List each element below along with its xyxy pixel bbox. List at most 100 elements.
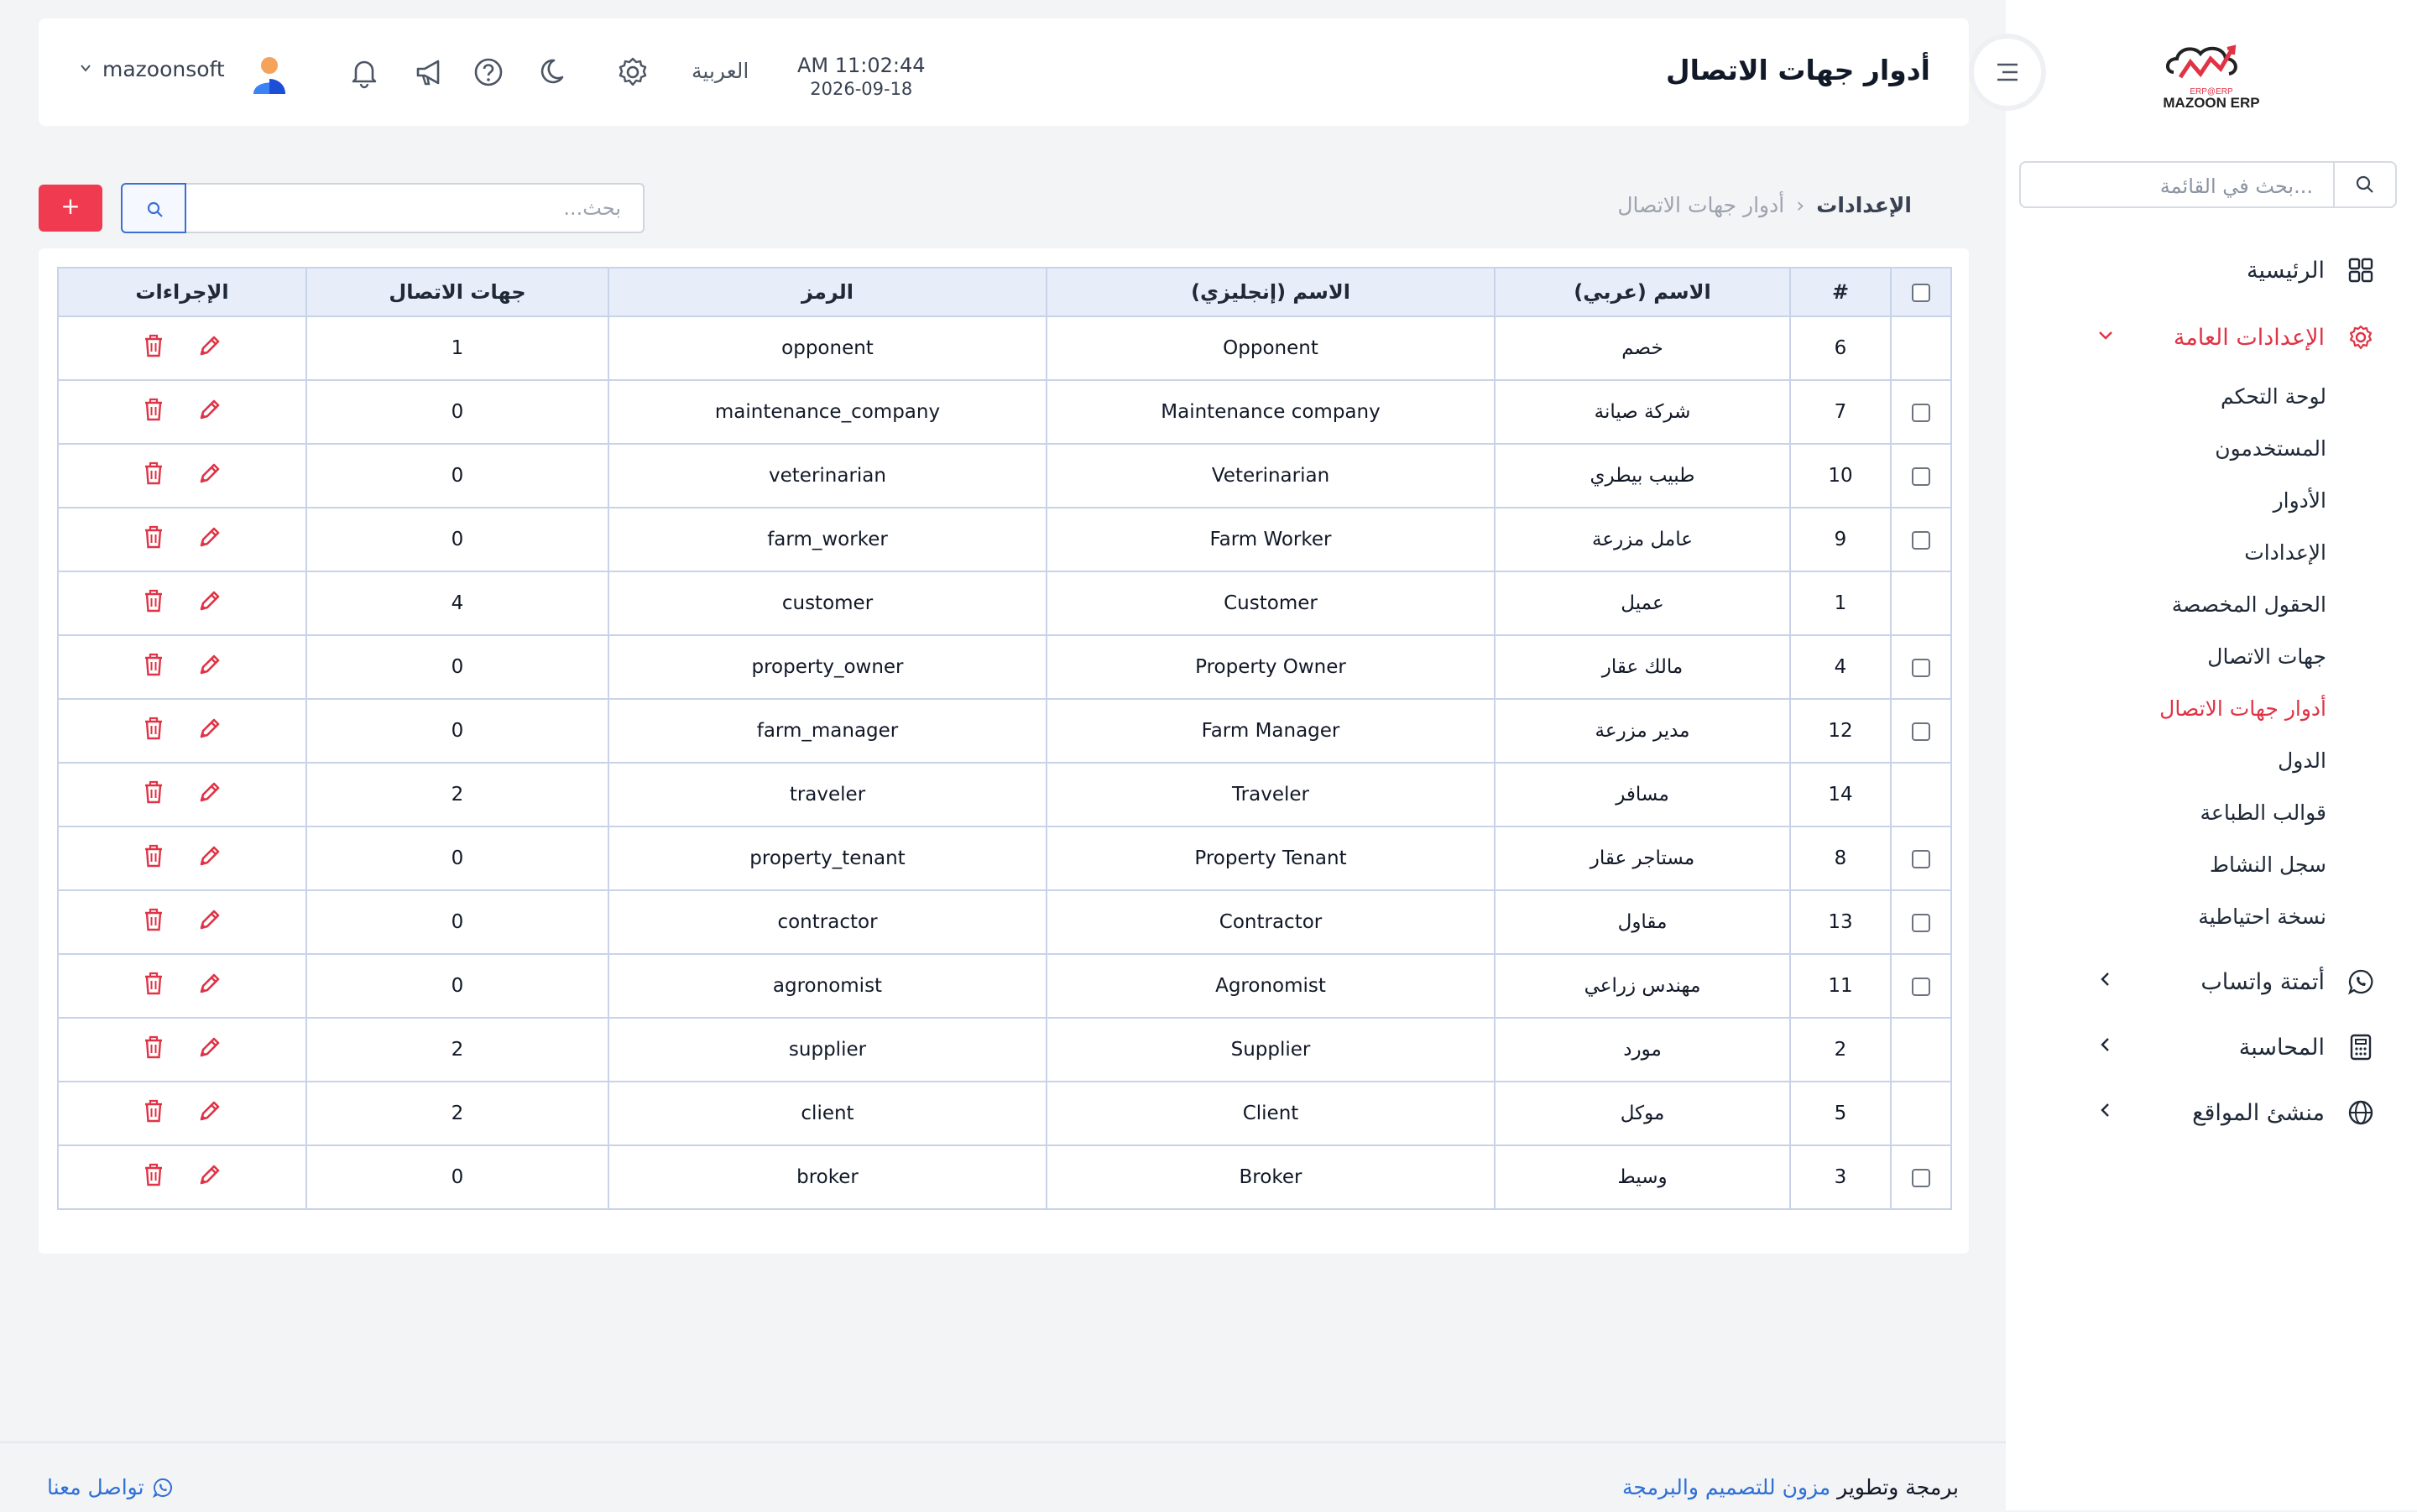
megaphone-icon[interactable] — [413, 55, 446, 89]
table-row[interactable]: 3 وسيط Broker broker 0 — [57, 1144, 1952, 1210]
search-input[interactable] — [186, 183, 645, 233]
col-header-code[interactable]: الرمز — [608, 267, 1047, 317]
col-header-name-en[interactable]: الاسم (إنجليزي) — [1046, 267, 1496, 317]
cell-num: 2 — [1789, 1017, 1892, 1082]
row-checkbox[interactable] — [1912, 403, 1930, 422]
col-header-name-ar[interactable]: الاسم (عربي) — [1494, 267, 1791, 317]
sidebar-item-general-settings[interactable]: الإعدادات العامة — [2046, 319, 2375, 356]
sidebar-subitem-users[interactable]: المستخدمون — [2215, 436, 2326, 461]
row-checkbox[interactable] — [1912, 722, 1930, 741]
table-row[interactable]: 4 مالك عقار Property Owner property_owner 0 — [57, 634, 1952, 700]
sidebar-subitem-custom-fields[interactable]: الحقول المخصصة — [2171, 592, 2326, 617]
trash-icon[interactable] — [143, 1163, 164, 1191]
table-row[interactable]: 10 طبيب بيطري Veterinarian veterinarian 0 — [57, 443, 1952, 508]
language-switcher[interactable]: العربية — [692, 59, 749, 83]
edit-icon[interactable] — [198, 1035, 222, 1064]
edit-icon[interactable] — [198, 717, 222, 745]
table-row[interactable]: 12 مدير مزرعة Farm Manager farm_manager 0 — [57, 698, 1952, 764]
cell-name-en: Veterinarian — [1046, 443, 1496, 508]
sidebar-subitem-contact-roles[interactable]: أدوار جهات الاتصال — [2159, 696, 2326, 721]
mazoon-logo[interactable]: ERP@ERP MAZOON ERP — [2157, 40, 2266, 111]
row-checkbox[interactable] — [1912, 658, 1930, 677]
table-row[interactable]: 5 موكل Client client 2 — [57, 1081, 1952, 1146]
cell-name-ar: موكل — [1494, 1081, 1791, 1146]
footer-credit-link[interactable]: مزون للتصميم والبرمجة — [1622, 1475, 1831, 1499]
edit-icon[interactable] — [198, 972, 222, 1000]
contact-us-link[interactable]: تواصل معنا — [47, 1475, 173, 1499]
table-row[interactable]: 7 شركة صيانة Maintenance company maintenanc… — [57, 379, 1952, 445]
edit-icon[interactable] — [198, 461, 222, 490]
table-row[interactable]: 14 مسافر Traveler traveler 2 — [57, 762, 1952, 827]
sidebar-subitem-backup[interactable]: نسخة احتياطية — [2198, 905, 2326, 929]
trash-icon[interactable] — [143, 1035, 164, 1064]
sidebar-search[interactable]: بحث في القائمة... — [2019, 161, 2397, 208]
sidebar-subitem-print-templates[interactable]: قوالب الطباعة — [2200, 800, 2326, 825]
cell-actions — [57, 889, 307, 955]
row-checkbox[interactable] — [1912, 530, 1930, 550]
table-row[interactable]: 6 خصم Opponent opponent 1 — [57, 315, 1952, 381]
breadcrumb-root[interactable]: الإعدادات — [1816, 193, 1912, 217]
row-select-cell — [1890, 1144, 1952, 1210]
trash-icon[interactable] — [143, 461, 164, 490]
user-menu[interactable]: mazoonsoft — [79, 57, 225, 81]
sidebar-toggle-button[interactable] — [1969, 34, 2046, 111]
trash-icon[interactable] — [143, 844, 164, 873]
edit-icon[interactable] — [198, 780, 222, 809]
select-all-checkbox[interactable] — [1912, 284, 1930, 302]
sidebar-item-site-builder[interactable]: منشئ المواقع — [2046, 1094, 2375, 1131]
table-row[interactable]: 2 مورد Supplier supplier 2 — [57, 1017, 1952, 1082]
trash-icon[interactable] — [143, 717, 164, 745]
sidebar-item-accounting[interactable]: المحاسبة — [2046, 1029, 2375, 1066]
table-row[interactable]: 1 عميل Customer customer 4 — [57, 571, 1952, 636]
row-checkbox[interactable] — [1912, 1168, 1930, 1187]
row-checkbox[interactable] — [1912, 977, 1930, 996]
trash-icon[interactable] — [143, 972, 164, 1000]
sidebar-subitem-countries[interactable]: الدول — [2278, 748, 2326, 773]
help-icon[interactable] — [472, 55, 505, 89]
trash-icon[interactable] — [143, 908, 164, 936]
row-checkbox[interactable] — [1912, 849, 1930, 868]
sidebar-subitem-activity-log[interactable]: سجل النشاط — [2209, 852, 2326, 877]
trash-icon[interactable] — [143, 1099, 164, 1128]
trash-icon[interactable] — [143, 525, 164, 554]
sidebar-subitem-dashboard[interactable]: لوحة التحكم — [2220, 384, 2326, 409]
row-select-cell — [1890, 1081, 1952, 1146]
trash-icon[interactable] — [143, 334, 164, 362]
edit-icon[interactable] — [198, 1163, 222, 1191]
trash-icon[interactable] — [143, 589, 164, 618]
edit-icon[interactable] — [198, 844, 222, 873]
add-button[interactable]: + — [39, 185, 102, 232]
avatar[interactable] — [248, 54, 290, 96]
trash-icon[interactable] — [143, 398, 164, 426]
sidebar-item-home[interactable]: الرئيسية — [2247, 252, 2375, 289]
trash-icon[interactable] — [143, 780, 164, 809]
trash-icon[interactable] — [143, 653, 164, 681]
table-row[interactable]: 9 عامل مزرعة Farm Worker farm_worker 0 — [57, 507, 1952, 572]
sidebar-subitem-contacts[interactable]: جهات الاتصال — [2207, 644, 2326, 669]
table-row[interactable]: 8 مستاجر عقار Property Tenant property_tena… — [57, 826, 1952, 891]
sidebar-item-whatsapp[interactable]: أتمتة واتساب — [2046, 963, 2375, 1000]
edit-icon[interactable] — [198, 398, 222, 426]
table-row[interactable]: 11 مهندس زراعي Agronomist agronomist 0 — [57, 953, 1952, 1019]
sidebar-item-label: منشئ المواقع — [2192, 1099, 2325, 1126]
settings-icon[interactable] — [616, 55, 650, 89]
edit-icon[interactable] — [198, 1099, 222, 1128]
sidebar-item-label: الرئيسية — [2247, 257, 2325, 284]
sidebar-subitem-roles[interactable]: الأدوار — [2273, 488, 2326, 513]
sidebar-search-button[interactable] — [2333, 163, 2395, 206]
edit-icon[interactable] — [198, 908, 222, 936]
row-checkbox[interactable] — [1912, 467, 1930, 486]
sidebar-subitem-settings[interactable]: الإعدادات — [2244, 540, 2326, 565]
edit-icon[interactable] — [198, 589, 222, 618]
moon-icon[interactable] — [539, 55, 572, 89]
search-button[interactable] — [121, 183, 186, 233]
bell-icon[interactable] — [347, 55, 381, 89]
row-checkbox[interactable] — [1912, 913, 1930, 932]
col-header-contacts[interactable]: جهات الاتصال — [305, 267, 609, 317]
edit-icon[interactable] — [198, 334, 222, 362]
table-row[interactable]: 13 مقاول Contractor contractor 0 — [57, 889, 1952, 955]
edit-icon[interactable] — [198, 525, 222, 554]
edit-icon[interactable] — [198, 653, 222, 681]
col-header-num[interactable]: # — [1789, 267, 1892, 317]
cell-name-ar: مالك عقار — [1494, 634, 1791, 700]
